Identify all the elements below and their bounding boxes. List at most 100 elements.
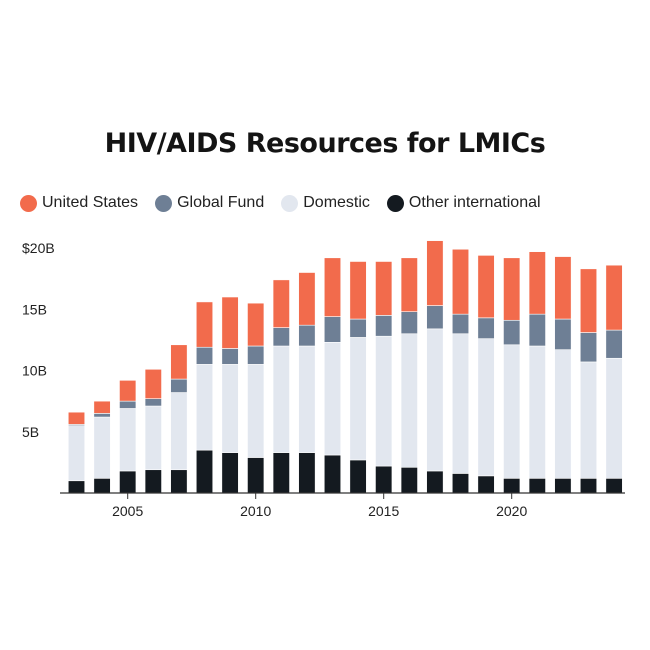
bar-segment-domestic-2009 xyxy=(221,364,239,453)
bar-segment-other-international-2014 xyxy=(349,459,367,494)
bar-segment-united-states-2004 xyxy=(93,400,111,414)
bar-segment-other-international-2015 xyxy=(375,465,393,494)
chart-title: HIV/AIDS Resources for LMICs xyxy=(104,128,546,159)
bar-segment-domestic-2014 xyxy=(349,337,367,461)
legend-label-united-states: United States xyxy=(42,194,139,211)
bar-segment-united-states-2024 xyxy=(605,264,623,331)
bar-segment-global-fund-2017 xyxy=(426,305,444,330)
bar-segment-united-states-2010 xyxy=(247,302,265,347)
bar-segment-domestic-2004 xyxy=(93,416,111,479)
bar-segment-united-states-2019 xyxy=(477,255,495,319)
bar-segment-united-states-2021 xyxy=(528,251,546,315)
bar-segment-global-fund-2004 xyxy=(93,413,111,418)
legend-item-domestic: Domestic xyxy=(281,194,370,212)
bar-segment-other-international-2003 xyxy=(67,480,86,494)
legend-swatch-united-states xyxy=(20,194,37,212)
bar-segment-united-states-2020 xyxy=(503,257,521,321)
bar-segment-united-states-2003 xyxy=(67,411,86,425)
chart-legend: United States Global Fund Domestic Other… xyxy=(20,194,558,212)
legend-item-other-international: Other international xyxy=(386,194,541,212)
bar-segment-other-international-2018 xyxy=(451,473,470,494)
y-tick-label-15: 15B xyxy=(22,301,47,317)
bar-segment-global-fund-2020 xyxy=(503,319,521,346)
bar-segment-domestic-2024 xyxy=(605,357,623,479)
bar-segment-united-states-2012 xyxy=(298,272,316,326)
bar-segment-other-international-2016 xyxy=(400,466,418,494)
legend-item-global-fund: Global Fund xyxy=(155,194,264,212)
bar-segment-domestic-2007 xyxy=(170,392,188,471)
bar-segment-united-states-2015 xyxy=(375,261,393,316)
bar-segment-domestic-2017 xyxy=(426,328,444,472)
y-tick-label-20: $20B xyxy=(22,240,55,256)
bar-segment-domestic-2005 xyxy=(119,408,137,472)
bar-segment-other-international-2005 xyxy=(119,470,137,494)
y-axis-ticks: 5B 10B 15B $20B xyxy=(22,240,55,440)
bar-segment-other-international-2012 xyxy=(298,452,316,494)
bar-segment-global-fund-2016 xyxy=(400,311,418,335)
bar-segment-other-international-2019 xyxy=(477,475,495,494)
bar-segment-united-states-2009 xyxy=(221,296,239,349)
bar-segment-united-states-2022 xyxy=(554,256,572,320)
bar-segment-global-fund-2015 xyxy=(375,315,393,337)
bar-segment-domestic-2006 xyxy=(144,405,162,471)
bar-segment-domestic-2013 xyxy=(323,342,342,456)
x-tick-label-2010: 2010 xyxy=(240,503,271,519)
legend-swatch-other-international xyxy=(386,194,404,212)
bar-segment-other-international-2009 xyxy=(221,452,239,494)
legend-label-global-fund: Global Fund xyxy=(177,194,265,211)
bar-segment-domestic-2010 xyxy=(247,364,265,458)
x-axis-ticks: 2005 2010 2015 2020 xyxy=(112,493,527,519)
bar-segment-domestic-2020 xyxy=(503,344,521,479)
bar-segment-united-states-2008 xyxy=(195,301,214,348)
bar-segment-domestic-2018 xyxy=(451,333,470,474)
bar-segment-other-international-2020 xyxy=(503,477,521,494)
bar-segment-global-fund-2022 xyxy=(554,318,572,350)
bar-segment-united-states-2011 xyxy=(272,279,290,328)
bar-segment-domestic-2011 xyxy=(272,345,290,453)
bar-segment-global-fund-2008 xyxy=(195,346,214,365)
legend-label-domestic: Domestic xyxy=(303,194,370,211)
bar-segment-other-international-2023 xyxy=(579,477,598,494)
bar-segment-global-fund-2007 xyxy=(170,378,188,393)
bar-segment-united-states-2006 xyxy=(144,368,162,399)
y-tick-label-10: 10B xyxy=(22,363,47,379)
x-tick-label-2015: 2015 xyxy=(368,503,399,519)
bar-segment-other-international-2006 xyxy=(144,469,162,494)
bar-segment-global-fund-2024 xyxy=(605,329,623,359)
bar-segment-domestic-2021 xyxy=(528,345,546,479)
bar-segment-global-fund-2012 xyxy=(298,324,316,347)
bar-segment-other-international-2024 xyxy=(605,477,623,494)
legend-swatch-domestic xyxy=(281,194,299,212)
bar-segment-other-international-2011 xyxy=(272,452,290,494)
bar-segment-global-fund-2018 xyxy=(451,313,470,335)
bar-segment-united-states-2018 xyxy=(451,248,470,315)
bar-segment-other-international-2013 xyxy=(323,454,342,494)
bar-segment-other-international-2008 xyxy=(195,449,214,494)
bar-segment-united-states-2017 xyxy=(426,240,444,306)
bar-segment-other-international-2017 xyxy=(426,470,444,494)
bar-segment-domestic-2003 xyxy=(67,425,86,482)
bar-segment-global-fund-2006 xyxy=(144,398,162,407)
bar-segment-global-fund-2011 xyxy=(272,327,290,347)
bar-segment-other-international-2010 xyxy=(247,457,265,494)
bar-segment-united-states-2013 xyxy=(323,257,342,317)
x-tick-label-2005: 2005 xyxy=(112,503,143,519)
legend-label-other-international: Other international xyxy=(408,194,541,211)
bar-segment-united-states-2007 xyxy=(170,344,188,380)
bar-segment-domestic-2022 xyxy=(554,349,572,479)
bar-segment-global-fund-2005 xyxy=(119,400,137,409)
bar-segment-global-fund-2023 xyxy=(579,332,598,363)
bar-segment-other-international-2007 xyxy=(170,469,188,494)
bar-segment-domestic-2008 xyxy=(195,364,214,451)
bar-segment-global-fund-2009 xyxy=(221,348,239,365)
bar-segment-other-international-2004 xyxy=(93,477,111,494)
bar-segment-domestic-2015 xyxy=(375,335,393,467)
bar-segment-other-international-2022 xyxy=(554,477,572,494)
x-tick-label-2020: 2020 xyxy=(496,503,527,519)
bar-segment-united-states-2023 xyxy=(579,268,598,333)
bar-segment-domestic-2023 xyxy=(579,361,598,479)
bar-segment-domestic-2019 xyxy=(477,338,495,477)
bar-segment-global-fund-2013 xyxy=(323,316,342,343)
legend-swatch-global-fund xyxy=(155,194,173,212)
